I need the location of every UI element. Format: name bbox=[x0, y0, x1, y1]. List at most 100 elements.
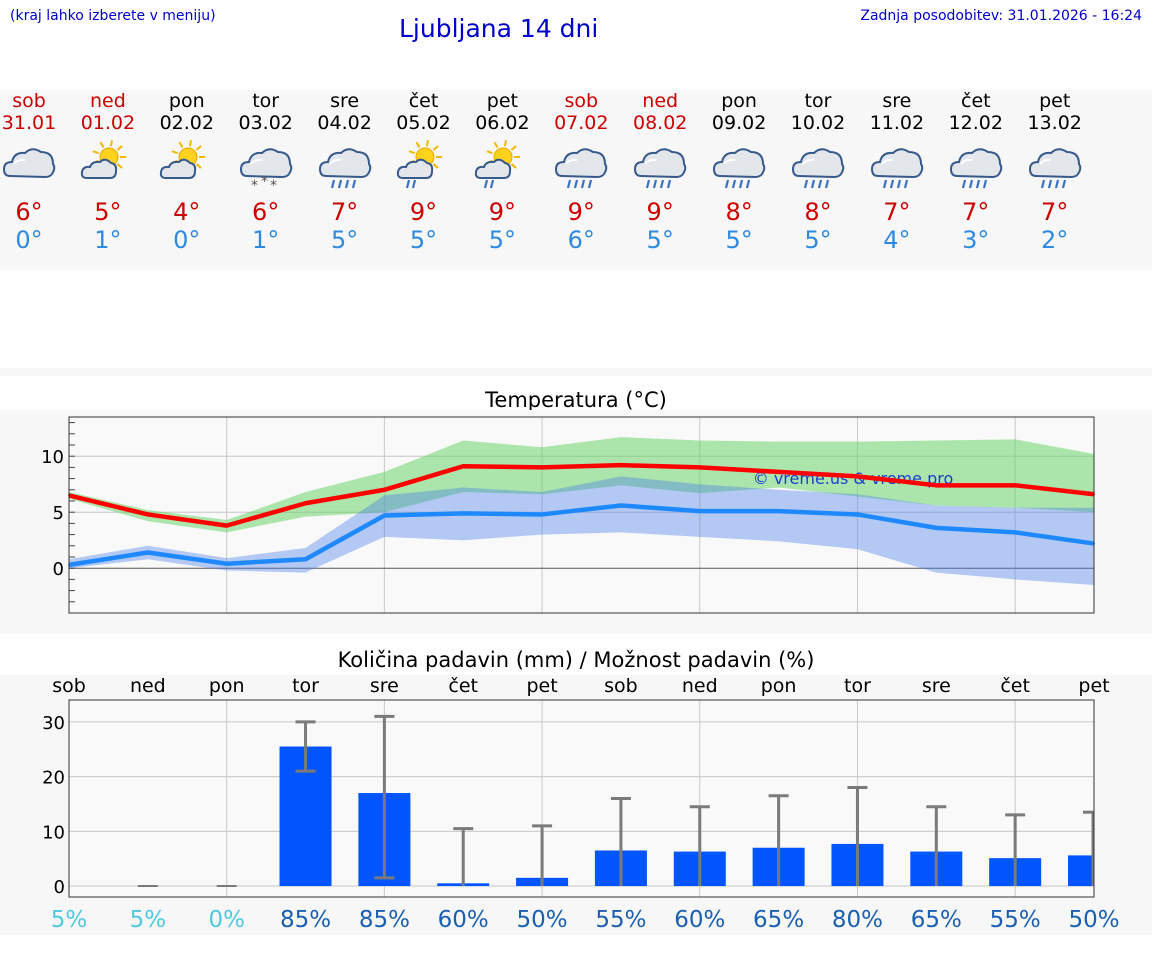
day-date: 02.02 bbox=[159, 112, 214, 134]
day-name: pon bbox=[721, 90, 757, 112]
forecast-strip: sob 31.01 6° 0° ned 01.02 5° 1° pon 02.02 4° 0° tor 0… bbox=[0, 90, 1152, 270]
temp-min: 5° bbox=[804, 226, 832, 254]
min-temp-line-point bbox=[1014, 531, 1017, 534]
svg-text:*: * bbox=[270, 178, 277, 190]
cloud-rain-icon bbox=[634, 148, 687, 189]
day-label: čet bbox=[448, 675, 478, 697]
max-temp-line-point bbox=[777, 470, 780, 473]
y-tick-label: 0 bbox=[54, 877, 65, 898]
max-temp-line-point bbox=[698, 466, 701, 469]
plot-border bbox=[68, 416, 1095, 614]
min-temp-line-point bbox=[856, 513, 859, 516]
day-name: ned bbox=[89, 90, 126, 112]
day-name: sob bbox=[564, 90, 599, 112]
temp-max: 7° bbox=[883, 198, 911, 226]
temp-max: 6° bbox=[252, 198, 280, 226]
max-temp-line-point bbox=[619, 464, 622, 467]
cloud-rain-icon bbox=[713, 148, 766, 189]
max-temp-line bbox=[68, 462, 1095, 528]
sun-cloud-icon bbox=[159, 140, 205, 179]
sun-cloud-icon bbox=[80, 140, 126, 179]
day-date: 31.01 bbox=[1, 112, 57, 134]
last-updated: Zadnja posodobitev: 31.01.2026 - 16:24 bbox=[860, 8, 1142, 24]
svg-text:*: * bbox=[261, 174, 268, 190]
day-name: tor bbox=[804, 90, 832, 112]
temp-min: 5° bbox=[646, 226, 674, 254]
cloud-rain-icon bbox=[870, 148, 924, 189]
temp-min: 4° bbox=[883, 226, 911, 254]
min-temp-line-point bbox=[225, 562, 228, 565]
min-temp-band bbox=[69, 476, 1094, 585]
cloud-rain-icon bbox=[2, 148, 56, 179]
day-date: 05.02 bbox=[396, 112, 451, 134]
day-name: pet bbox=[1039, 90, 1071, 112]
temp-max: 4° bbox=[173, 198, 201, 226]
cloud-rain-icon bbox=[949, 148, 1003, 189]
temp-max: 9° bbox=[488, 198, 517, 226]
temp-min: 2° bbox=[1041, 226, 1069, 254]
min-temp-line-point bbox=[619, 504, 622, 507]
day-name: pet bbox=[486, 90, 518, 112]
day-label: tor bbox=[292, 675, 319, 697]
precip-probability: 65% bbox=[911, 907, 962, 933]
precip-probability: 60% bbox=[674, 907, 725, 933]
day-name: tor bbox=[252, 90, 280, 112]
precip-chart: sob ned pon tor sre čet pet sob ned pon tor sre čet p… bbox=[42, 675, 1119, 933]
precip-probability: 60% bbox=[438, 907, 489, 933]
precip-probability: 50% bbox=[517, 907, 568, 933]
max-temp-line-point bbox=[856, 475, 859, 478]
max-temp-line-point bbox=[935, 484, 938, 487]
day-name: pon bbox=[168, 90, 205, 112]
day-label: sre bbox=[370, 675, 399, 697]
max-temp-line-point bbox=[304, 502, 307, 505]
precip-probability: 55% bbox=[595, 907, 646, 933]
cloud-rain-icon bbox=[318, 148, 371, 189]
temp-max: 7° bbox=[962, 198, 990, 226]
day-date: 08.02 bbox=[632, 112, 688, 134]
day-name: čet bbox=[961, 90, 991, 112]
precip-probability: 5% bbox=[51, 907, 88, 933]
day-name: sre bbox=[330, 90, 360, 112]
temp-max: 7° bbox=[1041, 198, 1069, 226]
day-label: sob bbox=[604, 675, 638, 697]
y-tick-label: 10 bbox=[41, 447, 64, 468]
day-label: sre bbox=[922, 675, 951, 697]
day-label: ned bbox=[682, 675, 718, 697]
day-date: 06.02 bbox=[475, 112, 530, 134]
precip-bar bbox=[1068, 855, 1094, 887]
temperature-panel: 0 5 10 © vreme.us & vreme.pro bbox=[0, 410, 1152, 634]
precip-probability: 80% bbox=[832, 907, 883, 933]
day-date: 03.02 bbox=[238, 112, 293, 134]
day-label: pet bbox=[526, 675, 557, 697]
temp-min: 6° bbox=[567, 226, 595, 254]
day-date: 12.02 bbox=[948, 112, 1003, 134]
precip-probability: 85% bbox=[280, 907, 331, 933]
max-temp-line-point bbox=[225, 524, 228, 527]
day-label: čet bbox=[1000, 675, 1030, 697]
cloud-snow-icon: * * * bbox=[239, 148, 292, 190]
location-hint: (kraj lahko izberete v meniju) bbox=[10, 8, 216, 24]
min-temp-line-point bbox=[462, 512, 465, 515]
day-date: 13.02 bbox=[1027, 112, 1082, 134]
max-temp-line-point bbox=[383, 488, 386, 491]
max-temp-line-point bbox=[1014, 484, 1017, 487]
day-date: 10.02 bbox=[790, 112, 846, 134]
min-temp-line-point bbox=[541, 513, 544, 516]
precip-panel: sob ned pon tor sre čet pet sob ned pon tor sre čet p… bbox=[0, 675, 1152, 935]
temp-max: 8° bbox=[804, 198, 832, 226]
day-label: pet bbox=[1078, 675, 1109, 697]
max-temp-band bbox=[69, 437, 1094, 533]
min-temp-line-point bbox=[698, 510, 701, 513]
day-name: sob bbox=[12, 90, 46, 112]
min-temp-line-point bbox=[777, 510, 780, 513]
temp-max: 9° bbox=[567, 198, 595, 226]
temperature-chart-title: Temperatura (°C) bbox=[485, 388, 667, 412]
y-tick-label: 30 bbox=[42, 713, 65, 734]
y-tick-label: 5 bbox=[53, 503, 64, 524]
day-date: 11.02 bbox=[869, 112, 925, 134]
cloud-rain-icon bbox=[555, 148, 608, 189]
temp-min: 5° bbox=[330, 226, 359, 254]
precip-chart-title: Količina padavin (mm) / Možnost padavin … bbox=[337, 648, 815, 672]
precip-probability: 55% bbox=[990, 907, 1041, 933]
sun-rain-icon bbox=[475, 140, 521, 189]
